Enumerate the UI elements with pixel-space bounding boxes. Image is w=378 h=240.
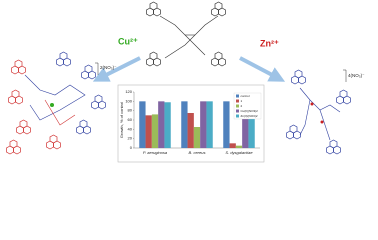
x-tick-label: S. dysgalactiae bbox=[225, 150, 253, 155]
bond bbox=[159, 15, 206, 56]
legend-swatch bbox=[236, 104, 239, 108]
ring bbox=[9, 139, 18, 149]
legend-label: 2 bbox=[241, 104, 243, 108]
legend-swatch bbox=[236, 109, 239, 113]
legend-swatch bbox=[236, 114, 239, 118]
ring bbox=[149, 51, 158, 61]
bar bbox=[200, 101, 207, 148]
bar bbox=[223, 101, 230, 148]
ring bbox=[289, 124, 298, 134]
ring bbox=[329, 139, 338, 149]
ring bbox=[214, 1, 223, 11]
bracket bbox=[343, 69, 347, 82]
chart: Growth, % of control 0 20 40 60 80 100 120 P. ae… bbox=[119, 89, 262, 155]
bar bbox=[193, 127, 201, 148]
bar bbox=[181, 101, 188, 148]
y-tick-label: 20 bbox=[128, 136, 133, 141]
cu-anion: 2(NO₃)⁻ bbox=[100, 65, 117, 70]
y-tick-label: 80 bbox=[128, 108, 133, 113]
legend-swatch bbox=[236, 94, 239, 98]
legend-label: Zn(II)(NO3)2 bbox=[241, 114, 258, 118]
zn-label: Zn²⁺ bbox=[260, 38, 279, 48]
bar bbox=[242, 99, 249, 148]
metal bbox=[50, 103, 54, 107]
y-tick-label: 120 bbox=[125, 89, 132, 94]
ring bbox=[59, 51, 68, 61]
ring bbox=[214, 51, 223, 61]
bar bbox=[248, 96, 255, 148]
bond bbox=[164, 15, 219, 59]
ring bbox=[14, 59, 23, 69]
y-axis-label: Growth, % of control bbox=[119, 102, 124, 138]
bond bbox=[319, 109, 331, 141]
x-tick-label: B. cereus bbox=[189, 150, 206, 155]
ring bbox=[84, 64, 93, 74]
legend-label: 1 bbox=[241, 99, 243, 103]
arrow-left bbox=[92, 56, 141, 82]
cu-label: Cu²⁺ bbox=[118, 36, 138, 46]
legend-label: Cu(II)(NO3)2 bbox=[241, 109, 259, 113]
bar bbox=[235, 145, 243, 148]
ring bbox=[11, 89, 20, 99]
bracket bbox=[95, 62, 99, 75]
y-tick-label: 40 bbox=[128, 126, 133, 131]
page: {"labels": {"cu": "Cu²⁺", "zn": "Zn²⁺", … bbox=[6, 1, 366, 163]
ring bbox=[294, 69, 303, 79]
bond bbox=[299, 99, 311, 136]
ring bbox=[49, 134, 58, 144]
y-tick-label: 0 bbox=[130, 145, 133, 150]
bar bbox=[151, 114, 159, 148]
molecules bbox=[6, 1, 351, 155]
zn-anion: 4(NO₃)⁻ bbox=[348, 73, 365, 78]
bar bbox=[139, 101, 146, 148]
bond bbox=[44, 99, 76, 126]
ring bbox=[79, 119, 88, 129]
bond bbox=[24, 74, 86, 121]
ring bbox=[94, 94, 103, 104]
legend-label: control bbox=[241, 94, 250, 98]
metal bbox=[310, 102, 314, 106]
y-tick-label: 60 bbox=[128, 117, 133, 122]
x-tick-label: P. aeruginosa bbox=[143, 150, 168, 155]
bar bbox=[187, 113, 194, 148]
legend-swatch bbox=[236, 99, 239, 103]
metal bbox=[320, 120, 324, 124]
bar bbox=[206, 101, 213, 148]
bar bbox=[158, 101, 165, 148]
ring bbox=[19, 119, 28, 129]
bar bbox=[145, 115, 152, 148]
ring bbox=[149, 1, 158, 11]
graphical-abstract: Cu²⁺ Zn²⁺ 2(NO₃)⁻ 4(NO₃)⁻ Growth, % of c… bbox=[6, 1, 365, 163]
arrow-right bbox=[239, 56, 286, 82]
ring bbox=[339, 89, 348, 99]
bar bbox=[229, 143, 236, 148]
bond bbox=[299, 87, 341, 113]
y-tick-label: 100 bbox=[125, 98, 132, 103]
bar bbox=[164, 102, 171, 148]
